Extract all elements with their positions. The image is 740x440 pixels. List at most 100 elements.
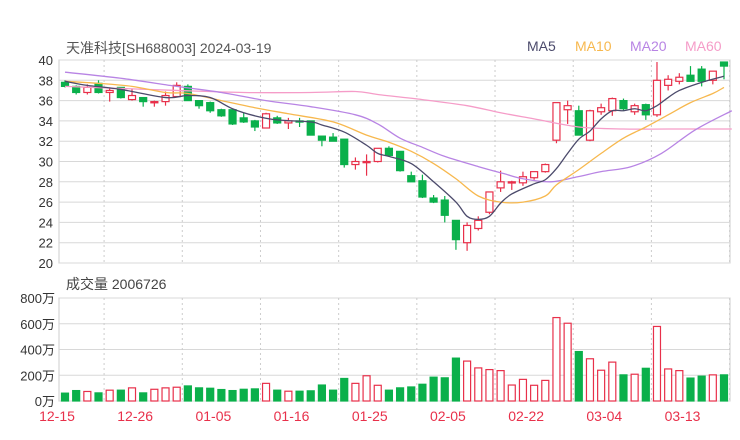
candle bbox=[351, 157, 360, 170]
candle bbox=[574, 105, 583, 136]
volume-tick-label: 400万 bbox=[20, 343, 55, 358]
volume-bar bbox=[194, 387, 204, 402]
volume-tick-label: 200万 bbox=[20, 368, 55, 383]
volume-bar bbox=[675, 370, 684, 402]
candle bbox=[641, 103, 650, 120]
volume-bar bbox=[697, 375, 706, 402]
candle-body bbox=[228, 109, 237, 125]
candle-body bbox=[261, 113, 271, 129]
candle-body bbox=[496, 181, 505, 189]
date-tick-label: 02-05 bbox=[430, 408, 466, 424]
candle bbox=[172, 82, 181, 98]
volume-bar bbox=[507, 384, 516, 402]
candle bbox=[485, 191, 494, 215]
candle-body bbox=[60, 81, 70, 87]
candle bbox=[362, 154, 371, 176]
volume-bar bbox=[395, 387, 405, 402]
candle-body bbox=[127, 94, 137, 101]
candle-body bbox=[83, 86, 92, 94]
volume-bar bbox=[384, 389, 394, 402]
volume-bar bbox=[429, 376, 438, 402]
candle bbox=[440, 196, 449, 223]
candle bbox=[373, 147, 382, 163]
candle bbox=[407, 171, 416, 183]
candle bbox=[418, 174, 427, 199]
volume-bar bbox=[94, 392, 103, 402]
candle-body bbox=[664, 78, 673, 86]
candle bbox=[530, 171, 539, 180]
candle bbox=[474, 216, 483, 231]
candle-body bbox=[530, 171, 539, 179]
candle bbox=[463, 222, 472, 251]
date-tick-label: 12-15 bbox=[39, 408, 75, 424]
volume-bar bbox=[161, 387, 170, 402]
chart-title: 天准科技[SH688003] 2024-03-19 bbox=[66, 40, 272, 56]
candle-body bbox=[217, 109, 226, 117]
candle bbox=[652, 62, 662, 117]
candle bbox=[284, 117, 293, 130]
date-tick-label: 01-16 bbox=[274, 408, 310, 424]
price-tick-label: 38 bbox=[39, 73, 53, 88]
volume-bar bbox=[630, 373, 639, 402]
volume-bar bbox=[451, 357, 461, 402]
candle bbox=[239, 112, 248, 123]
volume-bar bbox=[284, 390, 293, 402]
candle bbox=[384, 146, 394, 157]
price-tick-label: 36 bbox=[39, 94, 53, 109]
price-tick-label: 34 bbox=[39, 114, 53, 129]
candle-body bbox=[351, 160, 360, 166]
candle bbox=[217, 108, 226, 117]
volume-bar bbox=[328, 389, 338, 402]
volume-bar bbox=[574, 350, 583, 402]
volume-bar bbox=[250, 388, 259, 402]
candle bbox=[541, 163, 550, 173]
volume-bar bbox=[139, 392, 148, 402]
volume-bar bbox=[530, 384, 539, 402]
candle-body bbox=[161, 94, 170, 103]
volume-bar bbox=[228, 389, 237, 402]
volume-bar bbox=[563, 322, 572, 402]
candle bbox=[451, 219, 461, 250]
candle-body bbox=[407, 175, 416, 183]
candle-body bbox=[608, 97, 617, 112]
candle bbox=[261, 112, 271, 129]
ma20-line bbox=[64, 71, 733, 183]
candle-body bbox=[418, 180, 427, 198]
volume-bar bbox=[116, 389, 125, 402]
candle bbox=[183, 84, 192, 102]
candle bbox=[619, 98, 628, 111]
volume-bar bbox=[418, 383, 427, 402]
volume-tick-label: 800万 bbox=[20, 291, 55, 306]
volume-tick-label: 0万 bbox=[35, 394, 55, 409]
volume-title: 成交量 2006726 bbox=[66, 276, 167, 292]
candle-body bbox=[139, 96, 148, 103]
volume-bar bbox=[340, 377, 349, 402]
volume-bar bbox=[552, 316, 561, 402]
volume-bar bbox=[474, 367, 483, 402]
ma5-line bbox=[64, 75, 725, 221]
price-tick-label: 40 bbox=[39, 53, 53, 68]
candle-body bbox=[619, 99, 628, 110]
candle bbox=[507, 180, 516, 190]
volume-bar bbox=[183, 385, 192, 402]
candle-body bbox=[150, 101, 159, 104]
candle-body bbox=[239, 117, 248, 123]
volume-bar bbox=[652, 325, 662, 402]
candle bbox=[206, 101, 215, 113]
candle-body bbox=[485, 191, 494, 213]
volume-bar bbox=[261, 382, 271, 402]
volume-bar bbox=[719, 374, 729, 402]
candle-body bbox=[105, 89, 114, 94]
candle-body bbox=[306, 120, 315, 136]
candle-body bbox=[194, 99, 204, 107]
volume-bar bbox=[362, 375, 371, 402]
volume-bar bbox=[306, 390, 315, 402]
volume-bar bbox=[295, 390, 304, 402]
candle-body bbox=[697, 68, 706, 82]
volume-bar bbox=[105, 389, 114, 402]
candle-body bbox=[585, 110, 595, 141]
volume-bar bbox=[585, 358, 595, 402]
candle bbox=[139, 96, 148, 107]
volume-bar bbox=[641, 367, 650, 402]
